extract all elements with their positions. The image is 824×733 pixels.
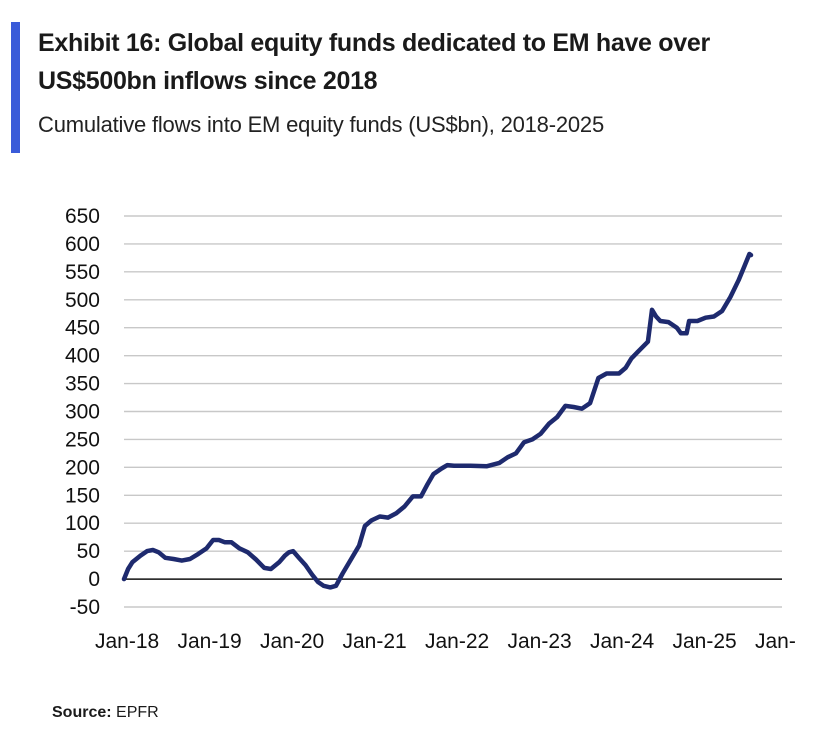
gridlines — [124, 215, 782, 608]
exhibit-subtitle: Cumulative flows into EM equity funds (U… — [38, 112, 604, 137]
y-tick-label: 400 — [65, 345, 100, 368]
x-tick-label: Jan-21 — [343, 630, 407, 653]
source-label: Source: — [52, 704, 112, 721]
y-tick-label: 0 — [88, 568, 100, 591]
x-tick-label: Jan-24 — [590, 630, 655, 653]
y-tick-label: 100 — [65, 512, 100, 535]
y-tick-label: 650 — [65, 205, 100, 228]
y-tick-label: 150 — [65, 484, 100, 507]
y-axis-ticks: 650600550500450400350300250200150100500-… — [65, 205, 100, 619]
y-tick-label: 50 — [77, 540, 100, 563]
y-tick-label: 350 — [65, 373, 100, 396]
series-line-cumulative-flows — [121, 251, 754, 590]
x-tick-label: Jan-23 — [508, 630, 572, 653]
x-tick-label: Jan- — [755, 630, 796, 653]
line-chart: 650600550500450400350300250200150100500-… — [65, 205, 796, 653]
y-tick-label: 450 — [65, 317, 100, 340]
x-tick-label: Jan-25 — [673, 630, 737, 653]
series-layer — [121, 251, 754, 590]
y-tick-label: 200 — [65, 456, 100, 479]
exhibit-title: Exhibit 16: Global equity funds dedicate… — [38, 29, 710, 95]
y-tick-label: -50 — [70, 596, 100, 619]
x-tick-label: Jan-19 — [178, 630, 242, 653]
y-tick-label: 500 — [65, 289, 100, 312]
x-axis-ticks: Jan-18 Jan-19 Jan-20 Jan-21 Jan-22 Jan-23 Jan-… — [95, 630, 796, 653]
source-value: EPFR — [116, 704, 159, 721]
y-tick-label: 550 — [65, 261, 100, 284]
x-tick-label: Jan-20 — [260, 630, 324, 653]
y-tick-label: 600 — [65, 233, 100, 256]
y-tick-label: 250 — [65, 428, 100, 451]
source-note: Source: EPFR — [52, 704, 159, 722]
title-accent-bar — [11, 22, 20, 153]
x-tick-label: Jan-18 — [95, 630, 159, 653]
x-tick-label: Jan-22 — [425, 630, 489, 653]
y-tick-label: 300 — [65, 401, 100, 424]
